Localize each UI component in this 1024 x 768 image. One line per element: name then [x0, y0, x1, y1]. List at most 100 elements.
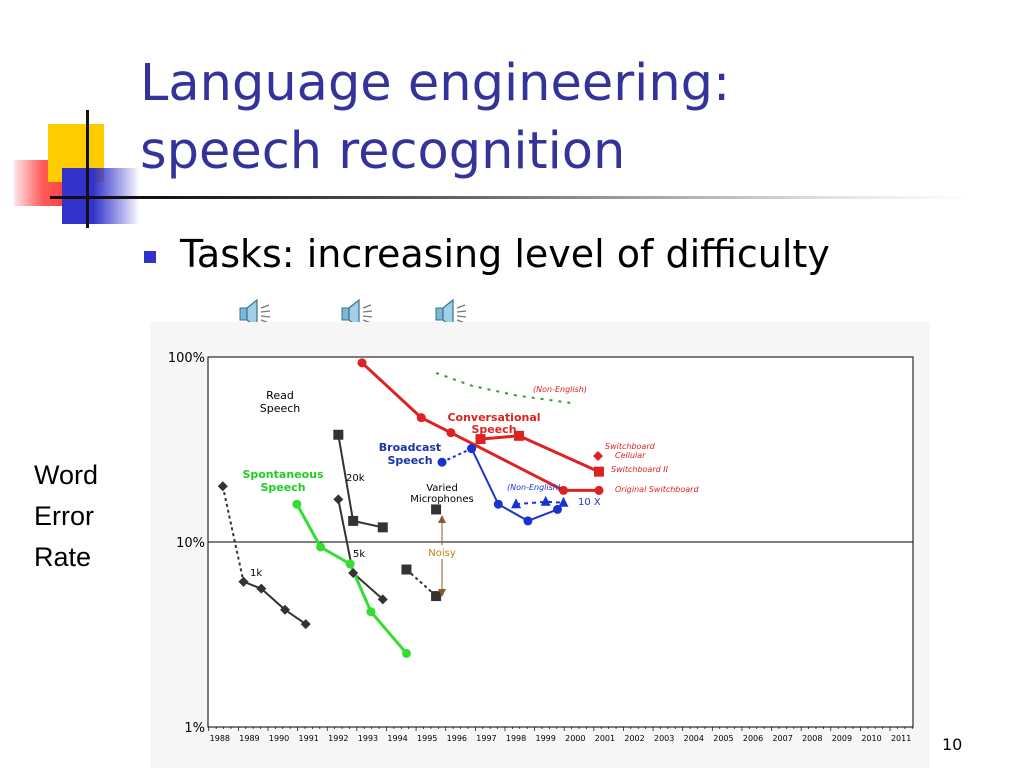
annotation-line: Conversational	[447, 411, 540, 424]
annotation-10x: 10 X	[578, 497, 601, 508]
bullet-item: Tasks: increasing level of difficulty	[144, 232, 830, 276]
annotation-line: Broadcast	[379, 441, 441, 454]
x-tick-label: 1994	[387, 734, 407, 743]
annotation-non-english-mid: (Non-English)	[507, 483, 561, 492]
bullet-square-icon	[144, 251, 156, 263]
x-tick-label: 2008	[802, 734, 822, 743]
annotation-line: Spontaneous	[242, 468, 324, 481]
x-tick-label: 1999	[536, 734, 556, 743]
x-tick-label: 2004	[684, 734, 704, 743]
annotation-line: Speech	[387, 454, 432, 467]
data-point	[558, 496, 569, 507]
data-point	[217, 481, 228, 492]
annotation-line: Read	[266, 389, 294, 402]
annotation-1k: 1k	[250, 568, 262, 579]
x-tick-label: 1992	[328, 734, 348, 743]
annotation-line: Speech	[260, 402, 301, 415]
annotation-broadcast-speech: Broadcast Speech	[379, 441, 441, 467]
switchboard-cellular-marker	[593, 451, 603, 461]
data-point	[446, 428, 456, 438]
data-point	[401, 648, 411, 658]
data-point	[437, 457, 447, 467]
x-tick-label: 2011	[891, 734, 911, 743]
page-number: 10	[942, 735, 963, 754]
x-tick-label: 1998	[506, 734, 526, 743]
annotation-20k: 20k	[346, 473, 365, 484]
x-tick-label: 1991	[299, 734, 319, 743]
y-axis-label-line: Word	[34, 460, 99, 490]
x-tick-label: 2007	[772, 734, 792, 743]
annotation-line: Varied	[426, 483, 458, 494]
data-point	[514, 430, 525, 441]
x-tick-label: 1993	[358, 734, 378, 743]
x-tick-label: 1995	[417, 734, 437, 743]
data-point	[475, 434, 486, 445]
annotation-line: Speech	[471, 423, 516, 436]
series-line-rm-1k-b	[243, 580, 307, 625]
annotation-conversational-speech: Conversational Speech	[447, 411, 540, 436]
x-tick-label: 1989	[239, 734, 259, 743]
x-tick-label: 2001	[595, 734, 615, 743]
annotation-non-english-top: (Non-English)	[533, 385, 587, 394]
slide-title-line-2: speech recognition	[140, 122, 626, 181]
data-point	[401, 564, 412, 575]
y-axis-label-line: Error	[34, 501, 94, 531]
annotation-line: Switchboard	[605, 442, 656, 451]
x-tick-label: 2005	[713, 734, 733, 743]
data-point	[594, 466, 605, 477]
x-tick-label: 1990	[269, 734, 289, 743]
x-tick-label: 1997	[476, 734, 496, 743]
annotation-spontaneous-speech: Spontaneous Speech	[242, 468, 324, 494]
y-tick-label: 100%	[168, 351, 205, 366]
y-axis-label: Word Error Rate	[34, 455, 98, 578]
slide-title-line-1: Language engineering:	[140, 54, 731, 113]
annotation-varied-microphones: Varied Microphones	[410, 483, 473, 505]
annotation-line: Cellular	[615, 451, 646, 460]
annotation-noisy: Noisy	[428, 548, 456, 559]
data-point	[511, 498, 522, 509]
x-tick-label: 1996	[447, 734, 467, 743]
x-tick-label: 2009	[832, 734, 852, 743]
annotation-line: Microphones	[410, 494, 473, 505]
data-point	[345, 559, 355, 569]
annotation-line: Speech	[260, 481, 305, 494]
data-point	[540, 495, 551, 506]
series-line-nonenglish-conversational	[435, 371, 576, 405]
data-point	[333, 429, 344, 440]
x-tick-label: 2000	[565, 734, 585, 743]
data-point	[467, 444, 477, 454]
series-line-broadcast-nonenglish	[516, 500, 564, 506]
data-point	[377, 594, 388, 605]
noisy-label-bg	[426, 545, 458, 559]
title-underline	[50, 196, 970, 199]
data-point	[558, 485, 568, 495]
data-point	[280, 604, 291, 615]
data-point	[357, 358, 367, 368]
data-point	[292, 499, 302, 509]
annotation-read-speech: Read Speech	[260, 389, 301, 415]
x-tick-label: 1988	[210, 734, 230, 743]
data-point	[377, 522, 388, 533]
title-decoration-vertical-line	[86, 110, 89, 228]
data-point	[416, 413, 426, 423]
data-point	[493, 499, 503, 509]
wer-chart: 1% 10% 100% 1988 1989 1990 1991 1992 1993 1994 199…	[168, 351, 914, 743]
data-point	[348, 567, 359, 578]
speaker-icon[interactable]	[338, 296, 378, 332]
annotation-5k: 5k	[353, 549, 365, 560]
slide-title: Language engineering: speech recognition	[140, 50, 730, 186]
data-point	[431, 504, 442, 515]
data-point	[316, 542, 326, 552]
data-point	[553, 504, 563, 514]
series-line-broadcast	[470, 448, 558, 523]
data-point	[523, 516, 533, 526]
data-point	[348, 515, 359, 526]
data-point	[366, 607, 376, 617]
data-point	[594, 485, 604, 495]
y-tick-label: 10%	[176, 536, 205, 551]
series-line-rm-1k	[221, 486, 245, 582]
y-axis-label-line: Rate	[34, 542, 92, 572]
bullet-text: Tasks: increasing level of difficulty	[180, 232, 830, 276]
data-point	[431, 591, 442, 602]
data-point	[256, 583, 267, 594]
